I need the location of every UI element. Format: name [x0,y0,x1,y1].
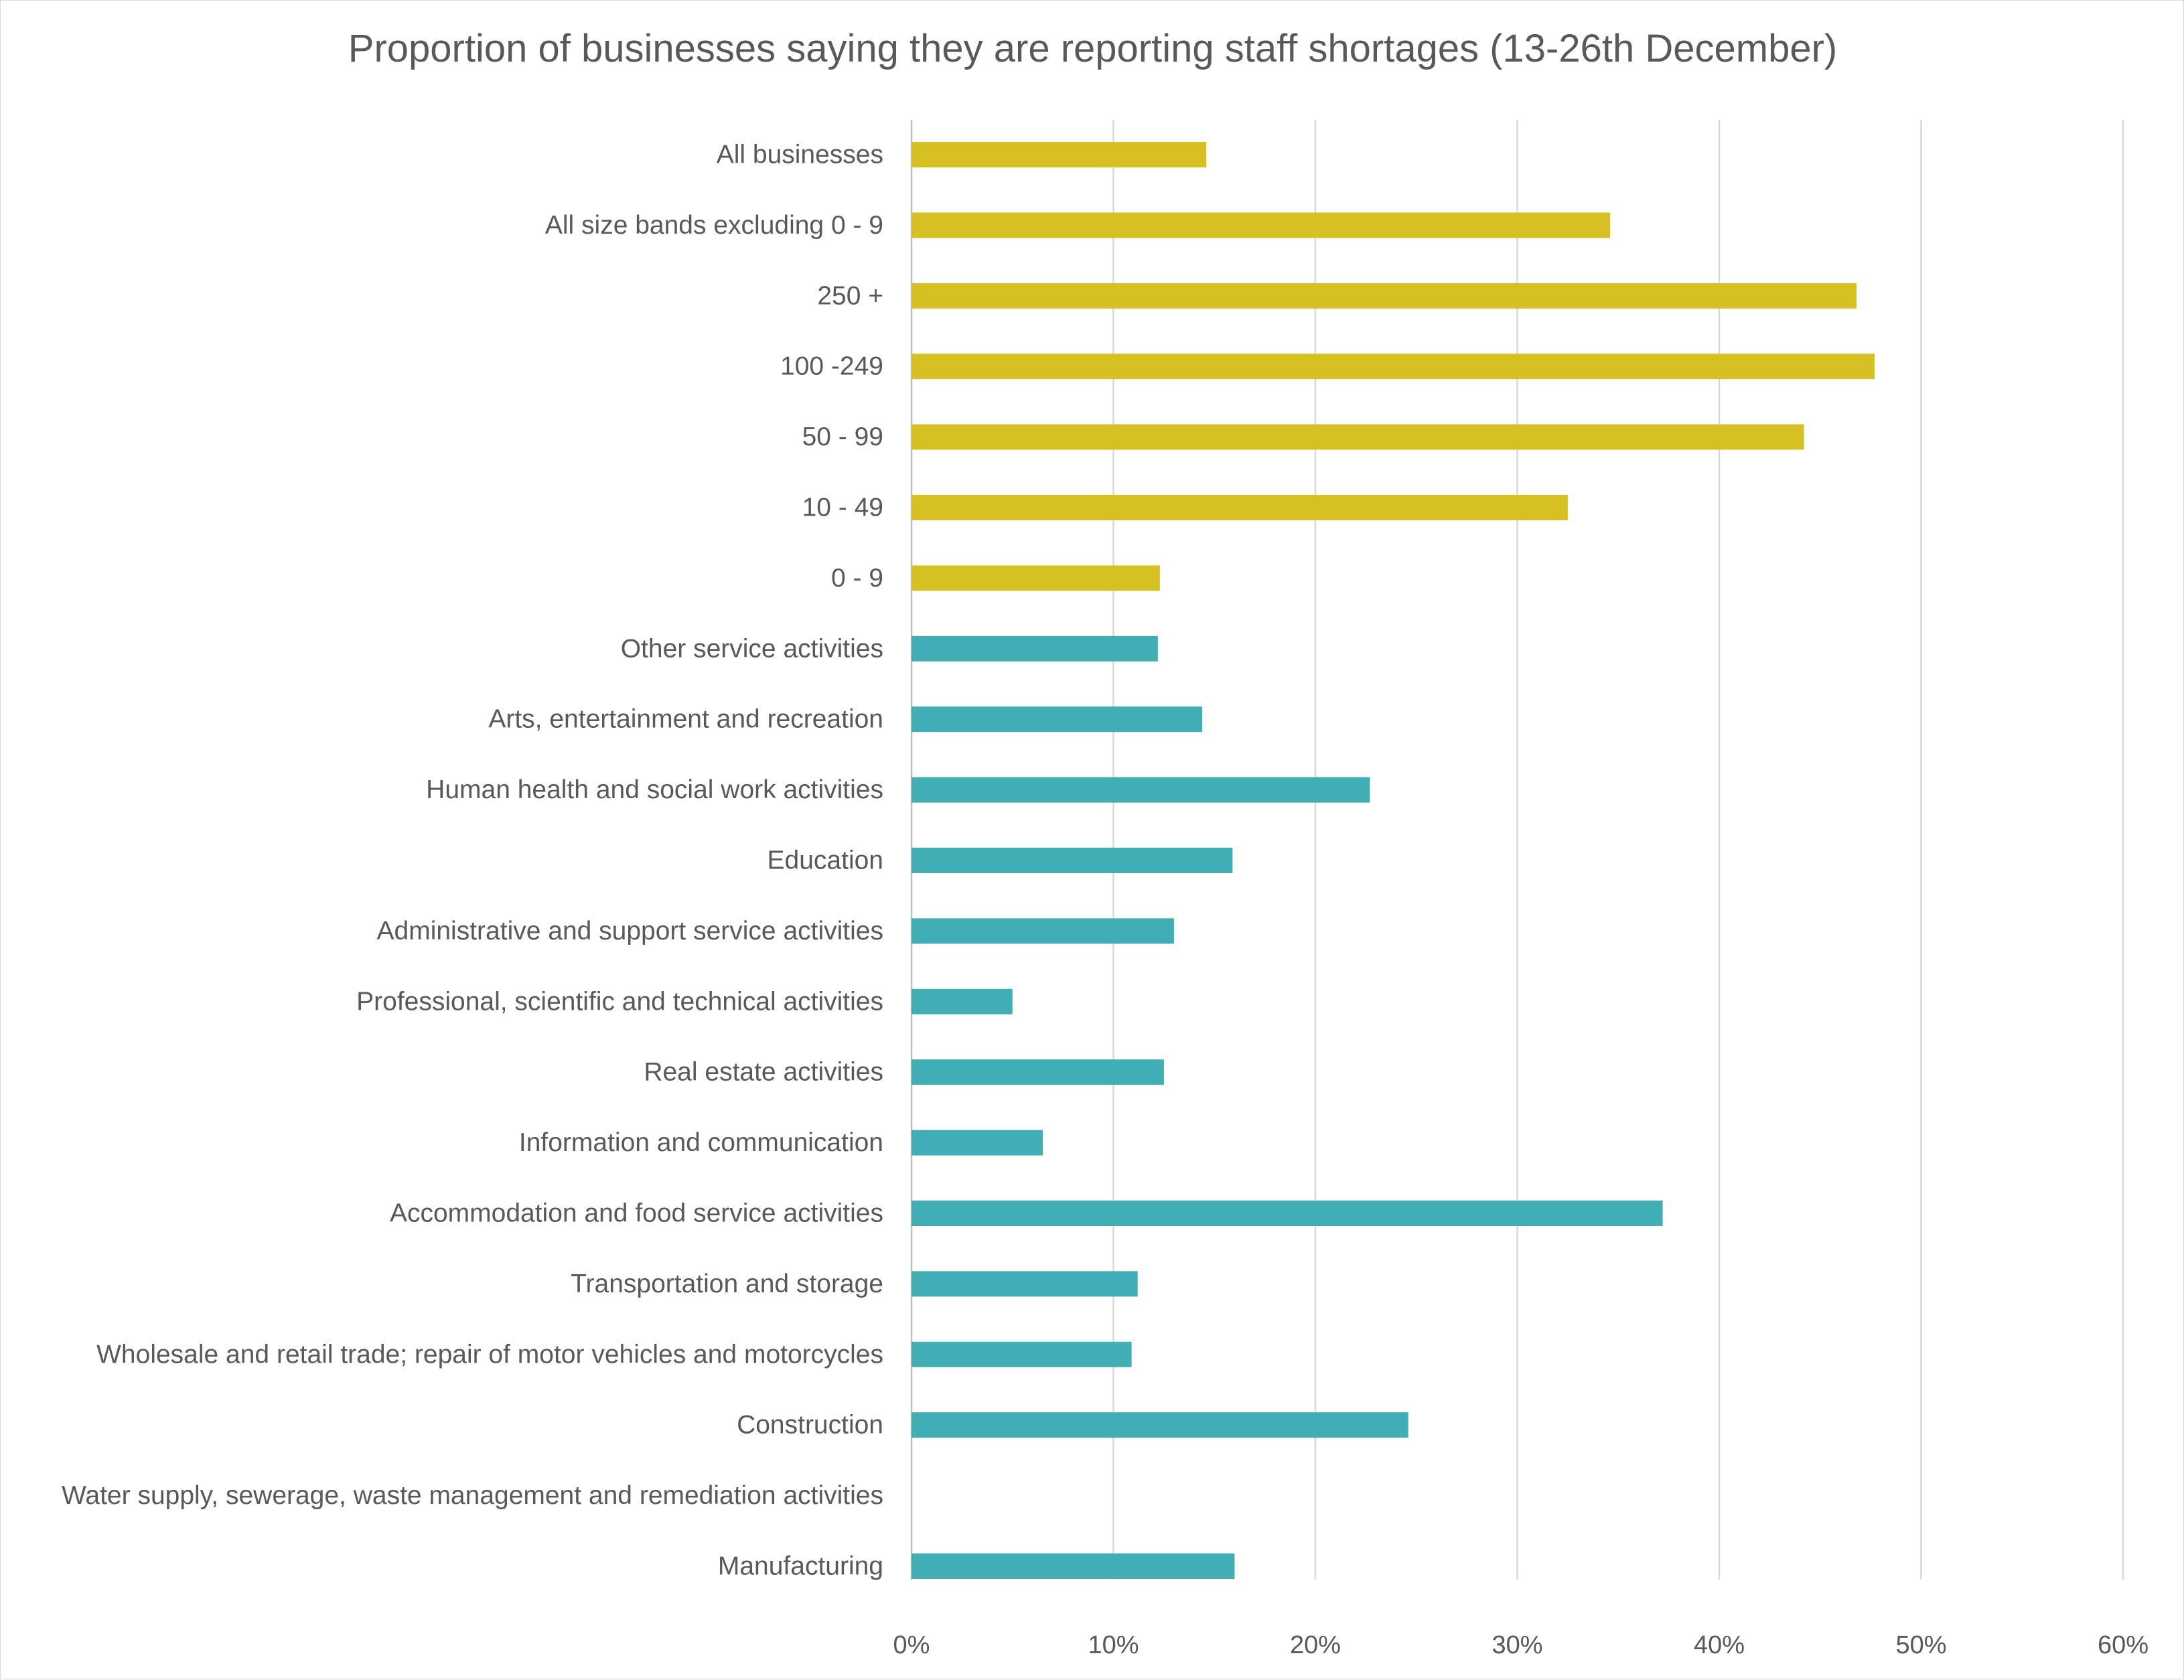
category-label: Education [768,846,883,875]
x-tick-label: 10% [1088,1631,1139,1659]
category-label: Real estate activities [644,1058,883,1087]
x-tick-label: 50% [1895,1631,1946,1659]
bar-50-99 [912,424,1804,450]
category-label: All size bands excluding 0 - 9 [545,211,883,240]
x-tick-label: 40% [1694,1631,1745,1659]
bar-all-size-bands-excluding-0-9 [912,212,1611,238]
category-label: 250 + [817,281,883,310]
bar-0-9 [912,565,1160,591]
bar-administrative-and-support-service-activities [912,918,1174,944]
bar-human-health-and-social-work-activities [912,777,1370,803]
bar-arts-entertainment-and-recreation [912,706,1203,733]
category-label: Information and communication [519,1128,883,1157]
bar-accommodation-and-food-service-activities [912,1201,1663,1226]
bar-250 [912,283,1857,309]
bar-manufacturing [912,1553,1235,1579]
bar-transportation-and-storage [912,1271,1138,1297]
category-labels: All businesses All size bands excluding 0… [62,141,883,1581]
category-label: Professional, scientific and technical a… [356,987,883,1016]
category-label: Accommodation and food service activitie… [390,1199,883,1228]
chart-title: Proportion of businesses saying they are… [348,27,1838,70]
x-tick-label: 60% [2098,1631,2149,1659]
category-label: Human health and social work activities [426,775,883,804]
category-label: Manufacturing [718,1552,883,1581]
bar-real-estate-activities [912,1059,1164,1085]
category-label: 50 - 99 [802,423,883,451]
bar-education [912,848,1233,873]
category-label: All businesses [717,141,883,169]
bar-wholesale-and-retail-trade-repair-of-motor-vehicles-and-motorcycles [912,1341,1132,1367]
category-label: Wholesale and retail trade; repair of mo… [96,1340,883,1369]
bar-all-businesses [912,142,1207,167]
bar-professional-scientific-and-technical-activities [912,988,1013,1014]
bar-other-service-activities [912,635,1158,662]
category-label: Arts, entertainment and recreation [488,705,883,734]
bar-10-49 [912,495,1568,520]
x-tick-label: 30% [1491,1631,1542,1659]
x-tick-label: 0% [893,1631,930,1659]
category-label: 0 - 9 [831,564,883,593]
bar-100-249 [912,354,1875,380]
category-label: 100 -249 [780,352,883,381]
category-label: 10 - 49 [802,493,883,522]
bar-construction [912,1412,1408,1438]
bar-information-and-communication [912,1130,1043,1156]
bars [912,142,1875,1579]
category-label: Water supply, sewerage, waste management… [62,1481,883,1510]
category-label: Other service activities [621,634,883,663]
category-label: Transportation and storage [571,1270,883,1298]
category-label: Construction [737,1411,883,1440]
category-label: Administrative and support service activ… [377,917,883,945]
x-axis-ticks: 0% 10% 20% 30% 40% 50% 60% [893,1631,2149,1659]
x-tick-label: 20% [1290,1631,1341,1659]
